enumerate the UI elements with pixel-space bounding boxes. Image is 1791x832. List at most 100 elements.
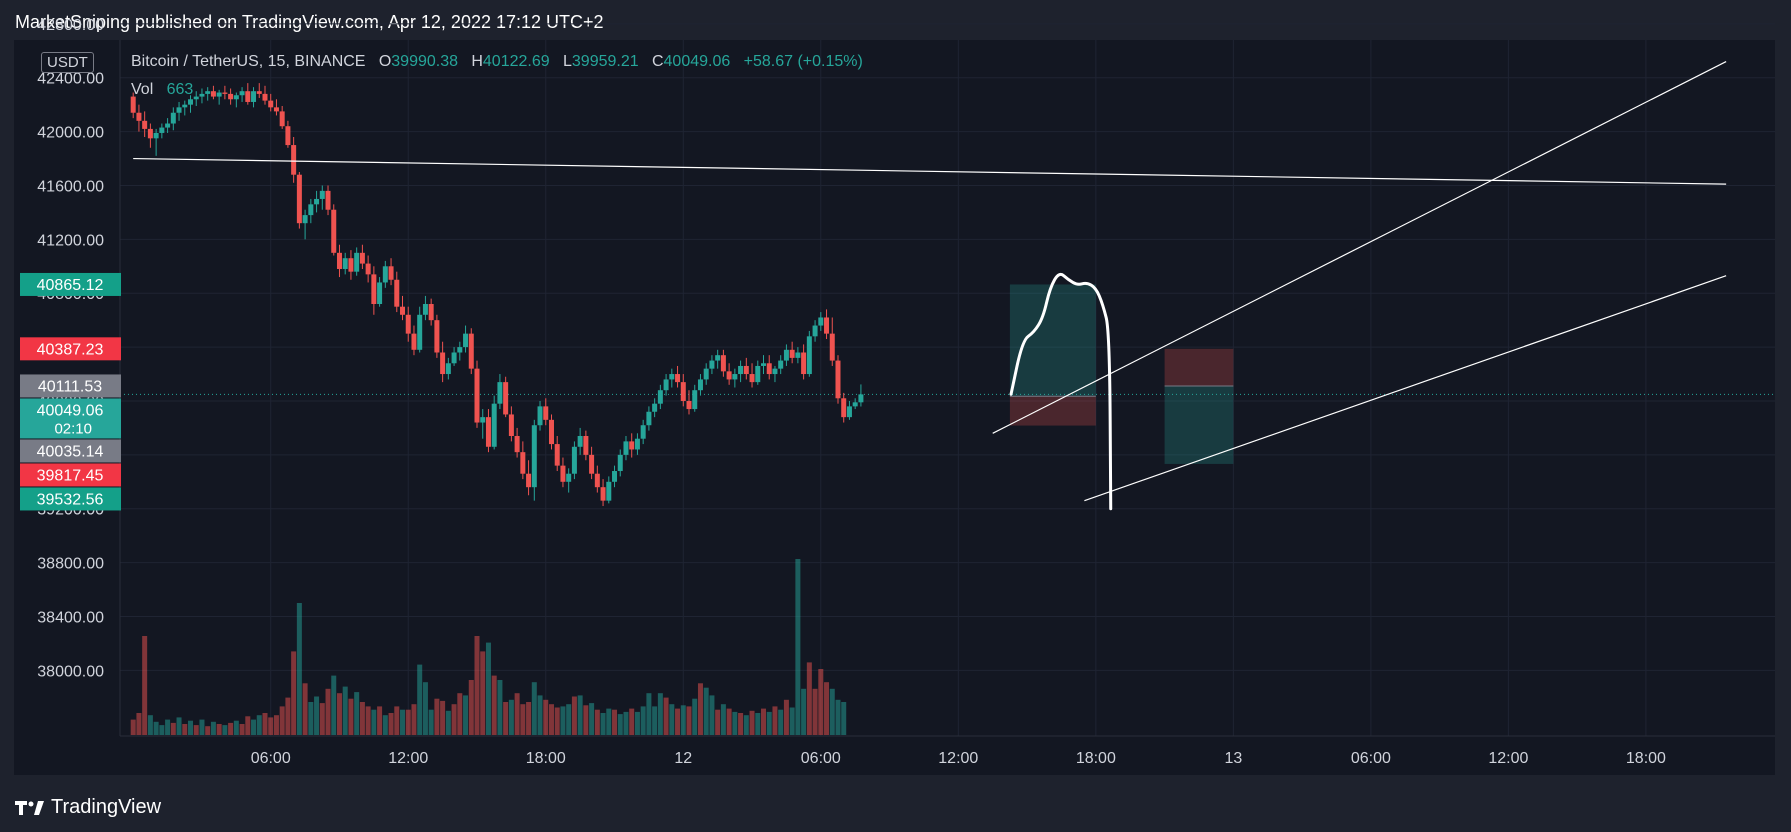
candle-body [589,454,595,474]
candle-body [566,473,572,482]
candle-body [170,112,176,124]
candle-body [732,374,738,380]
price-tick-label: 38800.00 [37,556,104,573]
candle-body [331,209,337,253]
candle-body [789,349,795,358]
volume-bar [400,709,406,735]
volume-bar [703,687,709,735]
low-value: 39959.21 [571,53,639,70]
volume-bar [445,710,451,735]
publisher-text: MarketSniping published on TradingView.c… [15,12,604,32]
forecast-brush-path [1009,272,1113,511]
candle-body [852,402,858,407]
price-label-text: 39532.56 [37,491,104,508]
volume-bar [463,695,469,735]
candle-body [474,368,480,423]
volume-bar [474,636,480,735]
volume-bar [142,636,148,735]
volume-bar [182,724,188,735]
volume-bar [531,682,537,735]
time-tick-label: 12 [674,750,692,767]
volume-bar [468,680,474,735]
price-tick-label: 42800.00 [37,17,104,34]
volume-bar [829,688,835,735]
price-label-countdown: 02:10 [54,420,92,437]
volume-bar [136,713,142,735]
candle-body [640,425,646,439]
time-tick-label: 06:00 [251,750,291,767]
volume-bar [680,705,686,735]
candle-body [457,347,463,353]
candle-body [755,365,761,383]
volume-bar [761,708,766,735]
volume-bar [571,696,577,735]
candle-body [818,317,824,326]
volume-bar [165,719,171,735]
volume-bar [801,688,807,735]
volume-bar [130,719,136,735]
volume-bar [405,709,411,735]
candle-body [629,441,635,450]
candle-body [428,304,434,321]
candle-body [485,417,491,447]
price-label-box [20,463,121,487]
volume-bar [480,651,486,735]
volume-bar [365,706,371,735]
candle-body [697,379,703,391]
brand[interactable]: TradingView [15,796,161,819]
candle-body [291,145,297,175]
volume-bar [669,704,675,735]
price-tick-label: 41600.00 [37,178,104,195]
candle-body [308,204,314,216]
candle-body [159,127,165,133]
volume-bar [153,721,159,735]
candle-body [766,363,772,375]
volume-bar [543,699,549,735]
trend-drawings [133,61,1727,511]
volume-bar [646,693,652,735]
time-tick-label: 18:00 [1626,750,1666,767]
volume-bar [377,706,383,735]
volume-bar [652,706,658,735]
candle-body [205,91,211,94]
candle-body [583,435,589,455]
candle-body [772,368,778,375]
candle-body [262,93,268,101]
candle-body [463,333,469,348]
long-position-stop-zone [1009,396,1096,426]
chart-frame[interactable] [14,40,1775,775]
candle-body [400,306,406,315]
candle-body [571,446,577,474]
volume-bar [503,702,509,735]
candle-body [548,419,554,445]
candle-body [245,91,251,102]
volume-bar [726,708,732,735]
volume-bar [634,711,640,735]
volume-bar [296,603,302,735]
time-tick-label: 06:00 [801,750,841,767]
volume-bar [755,713,761,735]
volume-bar [331,675,337,735]
candle-body [692,390,698,410]
volume-bar [359,702,365,735]
time-tick-label: 18:00 [526,750,566,767]
volume-bar [640,706,646,735]
long-position-target-zone [1009,284,1096,397]
candle-body [720,355,726,372]
time-tick-label: 13 [1224,750,1242,767]
currency-badge[interactable]: USDT [41,52,94,73]
change-value: +58.67 (+0.15%) [743,53,863,70]
volume-bar [497,680,503,735]
candle-body [829,333,835,361]
price-label-text: 40387.23 [37,341,104,358]
candle-body [543,406,549,420]
candle-body [210,91,216,97]
volume-bar [629,708,635,735]
candle-body [480,417,486,423]
candle-body [354,252,360,272]
candle-body [451,352,457,364]
candle-body [669,374,675,380]
candle-body [812,325,818,337]
candle-body [846,406,852,418]
